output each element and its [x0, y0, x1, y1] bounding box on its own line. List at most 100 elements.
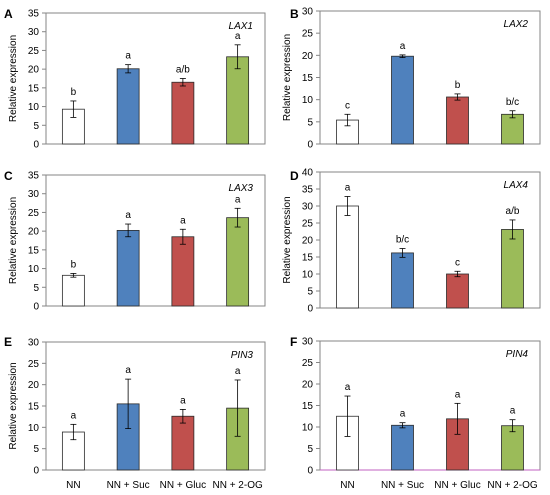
category-label: NN + Gluc: [160, 480, 206, 491]
y-tick-label: 15: [302, 401, 314, 412]
bar: [391, 55, 414, 145]
category-label: NN: [340, 480, 354, 491]
category-label: NN + Suc: [381, 480, 424, 491]
bar: [171, 415, 195, 471]
panel-c: C 0 5 10 15 20 25 30 35 Relative expression LAX3 b a…: [4, 169, 266, 313]
y-tick-label: 15: [28, 402, 40, 413]
y-axis-label: Relative expression: [282, 196, 293, 283]
y-tick-label: 15: [302, 253, 314, 264]
panel-letter: F: [290, 335, 297, 349]
bar: [116, 68, 140, 145]
gene-name: LAX4: [504, 180, 529, 191]
significance-label: a/b: [176, 65, 190, 76]
y-tick-label: 10: [302, 270, 314, 281]
y-tick-label: 35: [28, 9, 40, 20]
y-tick-label: 35: [28, 171, 40, 182]
significance-label: a: [345, 182, 351, 193]
panel-letter: D: [290, 169, 299, 183]
significance-label: a: [235, 31, 241, 42]
y-tick-label: 30: [28, 189, 40, 200]
category-label: NN + 2-OG: [212, 480, 263, 491]
y-tick-label: 30: [28, 27, 40, 38]
y-tick-label: 20: [302, 51, 314, 62]
significance-label: a: [180, 215, 186, 226]
category-label: NN + Gluc: [434, 480, 480, 491]
y-tick-label: 25: [302, 219, 314, 230]
category-label: NN + Suc: [107, 480, 150, 491]
panel-letter: C: [4, 169, 13, 183]
significance-label: a: [71, 410, 77, 421]
significance-label: b/c: [396, 235, 409, 246]
significance-label: a: [125, 210, 131, 221]
y-tick-label: 25: [28, 208, 40, 219]
significance-label: a: [510, 406, 516, 417]
significance-label: b: [71, 87, 77, 98]
y-tick-label: 40: [302, 168, 314, 179]
gene-name: LAX1: [229, 21, 253, 32]
y-tick-label: 15: [28, 245, 40, 256]
y-tick-label: 5: [33, 121, 39, 132]
panel-f: F 0 5 10 15 20 25 30 PIN4 a NN a NN + Suc a NN + Gluc a…: [290, 335, 541, 491]
significance-label: b: [71, 259, 77, 270]
bar: [336, 205, 359, 309]
category-label: NN: [66, 480, 80, 491]
y-axis-label: Relative expression: [8, 35, 19, 122]
panel-d: D 0 5 10 15 20 25 30 35 40 Relative expression LAX4…: [282, 168, 541, 315]
y-tick-label: 10: [28, 264, 40, 275]
bar: [446, 96, 469, 145]
y-tick-label: 25: [28, 46, 40, 57]
gene-name: PIN4: [506, 349, 529, 360]
significance-label: b: [455, 80, 461, 91]
y-tick-label: 35: [302, 185, 314, 196]
bar: [446, 273, 469, 309]
y-tick-label: 0: [33, 466, 39, 477]
y-axis-label: Relative expression: [282, 34, 293, 121]
significance-label: a: [455, 389, 461, 400]
y-axis-label: Relative expression: [8, 197, 19, 284]
panel-a: A 0 5 10 15 20 25 30 35 Relative expression LAX1 b a…: [4, 7, 266, 151]
significance-label: a: [400, 41, 406, 52]
bar: [226, 217, 250, 307]
y-tick-label: 10: [28, 423, 40, 434]
y-tick-label: 15: [28, 83, 40, 94]
bar: [501, 229, 524, 309]
y-tick-label: 20: [28, 65, 40, 76]
gene-name: LAX2: [504, 19, 529, 30]
y-tick-label: 5: [33, 283, 39, 294]
y-tick-label: 10: [302, 95, 314, 106]
bar: [501, 113, 524, 145]
significance-label: a: [125, 51, 131, 62]
y-tick-label: 30: [302, 7, 314, 18]
y-tick-label: 0: [307, 304, 313, 315]
y-tick-label: 20: [302, 380, 314, 391]
gene-name: PIN3: [231, 350, 254, 361]
y-tick-label: 10: [28, 102, 40, 113]
significance-label: c: [345, 100, 350, 111]
panel-letter: A: [4, 7, 13, 21]
y-tick-label: 5: [307, 287, 313, 298]
significance-label: a: [125, 365, 131, 376]
y-tick-label: 5: [307, 444, 313, 455]
y-tick-label: 15: [302, 73, 314, 84]
significance-label: b/c: [506, 97, 519, 108]
y-tick-label: 0: [33, 140, 39, 151]
y-tick-label: 30: [302, 202, 314, 213]
significance-label: c: [455, 257, 460, 268]
bar: [501, 425, 524, 471]
y-tick-label: 5: [307, 117, 313, 128]
y-tick-label: 20: [302, 236, 314, 247]
significance-label: a: [400, 409, 406, 420]
panel-letter: E: [4, 335, 12, 349]
y-tick-label: 25: [302, 358, 314, 369]
panel-b: B 0 5 10 15 20 25 30 Relative expression LAX2 c a b b…: [282, 7, 541, 151]
bar: [226, 56, 250, 145]
y-tick-label: 25: [28, 359, 40, 370]
significance-label: a: [235, 366, 241, 377]
bar: [391, 252, 414, 309]
category-label: NN + 2-OG: [487, 480, 538, 491]
y-tick-label: 0: [307, 140, 313, 151]
bar: [391, 424, 414, 471]
y-tick-label: 0: [33, 302, 39, 313]
y-axis-label: Relative expression: [8, 362, 19, 449]
